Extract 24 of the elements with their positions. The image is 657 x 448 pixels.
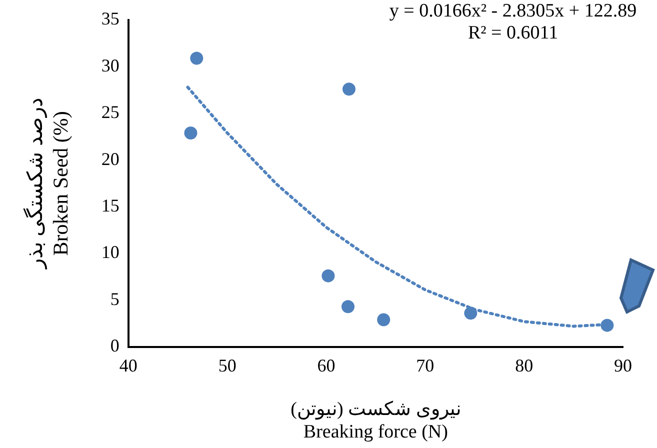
point [342,82,356,96]
x-tick-label: 80 [515,355,534,376]
y-tick-label: 30 [101,55,120,76]
y-tick-label: 15 [101,195,120,216]
x-tick-label: 90 [614,355,632,376]
x-tick-label: 70 [416,355,434,376]
y-tick-label: 5 [110,288,120,309]
y-tick-label: 10 [101,242,120,262]
y-tick-label: 20 [101,148,120,169]
annotation: R² = 0.6011 [468,22,558,44]
y-tick-label: 35 [101,8,120,29]
y-tick-label: 0 [110,336,120,356]
point [184,126,198,140]
point [377,313,390,326]
point [342,300,355,314]
point [600,318,614,332]
annotation: y = 0.0166x² - 2.8305x + 122.89 [389,0,637,22]
x-tick-label: 50 [218,355,236,376]
x-tick-label: 40 [119,355,138,376]
point [190,52,204,65]
x-tick-label: 60 [317,355,336,376]
point [322,269,335,282]
point [464,306,478,320]
y-tick-label: 25 [101,102,120,122]
